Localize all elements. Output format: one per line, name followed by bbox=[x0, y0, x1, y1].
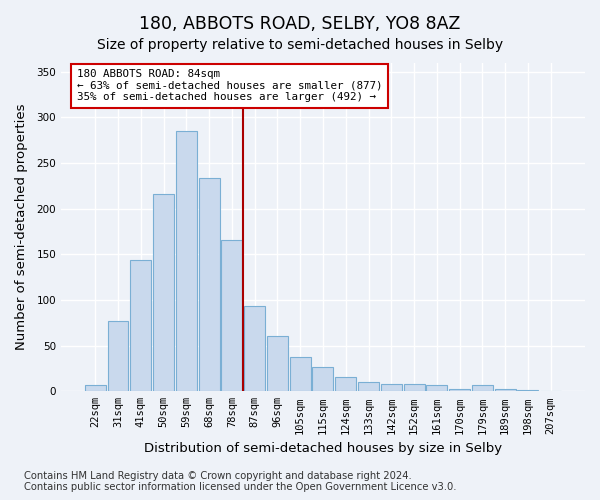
Bar bbox=[85, 385, 106, 392]
Bar bbox=[427, 385, 448, 392]
Bar bbox=[221, 240, 242, 392]
Bar bbox=[449, 390, 470, 392]
Bar bbox=[472, 385, 493, 392]
Bar bbox=[381, 384, 402, 392]
Bar bbox=[244, 306, 265, 392]
Text: Size of property relative to semi-detached houses in Selby: Size of property relative to semi-detach… bbox=[97, 38, 503, 52]
Bar bbox=[404, 384, 425, 392]
Bar bbox=[358, 382, 379, 392]
Text: Contains HM Land Registry data © Crown copyright and database right 2024.
Contai: Contains HM Land Registry data © Crown c… bbox=[24, 471, 457, 492]
Text: 180 ABBOTS ROAD: 84sqm
← 63% of semi-detached houses are smaller (877)
35% of se: 180 ABBOTS ROAD: 84sqm ← 63% of semi-det… bbox=[77, 69, 382, 102]
X-axis label: Distribution of semi-detached houses by size in Selby: Distribution of semi-detached houses by … bbox=[144, 442, 502, 455]
Bar bbox=[130, 260, 151, 392]
Text: 180, ABBOTS ROAD, SELBY, YO8 8AZ: 180, ABBOTS ROAD, SELBY, YO8 8AZ bbox=[139, 15, 461, 33]
Bar bbox=[290, 356, 311, 392]
Bar bbox=[176, 131, 197, 392]
Y-axis label: Number of semi-detached properties: Number of semi-detached properties bbox=[15, 104, 28, 350]
Bar bbox=[267, 336, 288, 392]
Bar bbox=[517, 390, 538, 392]
Bar bbox=[107, 321, 128, 392]
Bar bbox=[494, 390, 515, 392]
Bar bbox=[199, 178, 220, 392]
Bar bbox=[313, 366, 334, 392]
Bar bbox=[335, 376, 356, 392]
Bar bbox=[153, 194, 174, 392]
